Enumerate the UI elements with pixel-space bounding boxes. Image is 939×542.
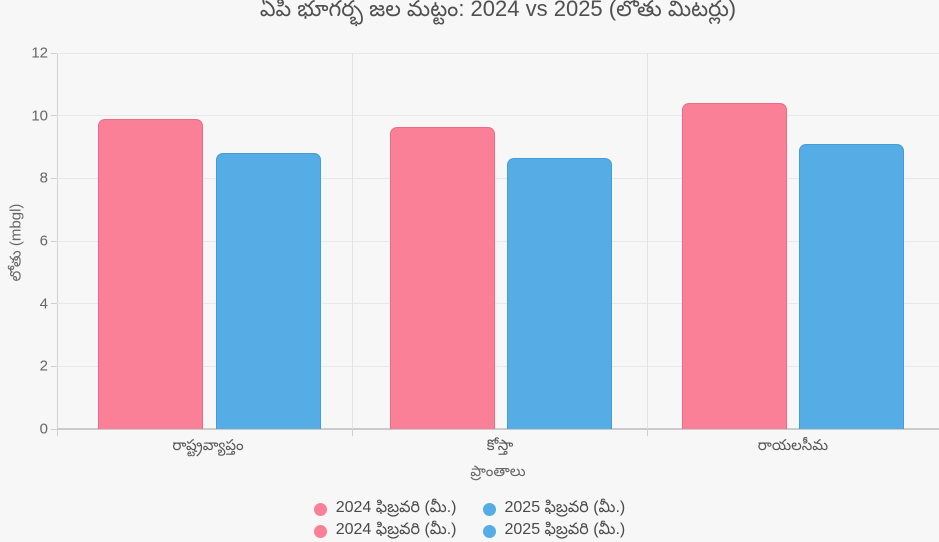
legend-swatch-icon — [482, 502, 496, 516]
h-gridline — [57, 303, 939, 305]
h-gridline — [57, 115, 939, 117]
bar-రాయలసీమ-2025[interactable] — [799, 143, 904, 429]
bar-రాష్ట్రవ్యాప్తం-2024[interactable] — [98, 118, 203, 429]
legend-label: 2025 ఫిబ్రవరి (మీ.) — [504, 499, 626, 516]
y-axis-line — [57, 53, 58, 430]
y-axis-title: లోతు (mbgl) — [7, 203, 25, 282]
x-tick — [647, 430, 648, 436]
legend-partial-clipped: 2024 ఫిబ్రవరి (మీ.) 2025 ఫిబ్రవరి (మీ.) — [0, 520, 939, 542]
bar-రాష్ట్రవ్యాప్తం-2025[interactable] — [216, 153, 321, 429]
x-tick — [57, 430, 58, 436]
x-category-label: రాష్ట్రవ్యాప్తం — [172, 437, 244, 454]
legend: 2024 ఫిబ్రవరి (మీ.) 2025 ఫిబ్రవరి (మీ.) — [0, 498, 939, 520]
legend-item[interactable]: 2024 ఫిబ్రవరి (మీ.) — [313, 520, 457, 542]
y-tick-label: 4 — [39, 295, 48, 313]
y-tick — [51, 303, 57, 305]
x-axis-line — [57, 428, 939, 430]
legend-item[interactable]: 2025 ఫిబ్రవరి (మీ.) — [482, 498, 626, 520]
legend-label: 2025 ఫిబ్రవరి (మీ.) — [504, 521, 626, 538]
v-gridline — [647, 53, 648, 429]
v-gridline — [352, 53, 353, 429]
legend-swatch-icon — [313, 524, 327, 538]
h-gridline — [57, 177, 939, 179]
y-tick-label: 10 — [31, 107, 48, 125]
y-tick-label: 2 — [39, 357, 48, 375]
y-tick — [51, 177, 57, 179]
x-category-label: రాయలసీమ — [757, 437, 829, 454]
chart-title: ఏపి భూగర్భ జల మట్టం: 2024 vs 2025 (లోతు … — [259, 0, 737, 21]
x-tick — [352, 430, 353, 436]
h-gridline — [57, 365, 939, 367]
legend-label: 2024 ఫిబ్రవరి (మీ.) — [335, 521, 457, 538]
x-axis-title: ప్రాంతాలు — [470, 463, 526, 480]
y-tick — [51, 52, 57, 54]
y-tick — [51, 365, 57, 367]
y-tick-label: 12 — [31, 44, 48, 62]
y-tick — [51, 115, 57, 117]
bar-కోస్తా-2024[interactable] — [390, 126, 495, 429]
bar-కోస్తా-2025[interactable] — [507, 157, 612, 429]
y-tick-label: 0 — [39, 420, 48, 438]
plot-area: 0 2 4 6 8 10 12 — [31, 44, 939, 438]
bar-రాయలసీమ-2024[interactable] — [682, 103, 787, 429]
legend-swatch-icon — [313, 502, 327, 516]
x-category-label: కోస్తా — [486, 437, 514, 454]
legend-item[interactable]: 2025 ఫిబ్రవరి (మీ.) — [482, 520, 626, 542]
y-tick-label: 8 — [39, 169, 48, 187]
y-tick — [51, 240, 57, 242]
h-gridline — [57, 52, 939, 54]
legend-item[interactable]: 2024 ఫిబ్రవరి (మీ.) — [313, 498, 457, 520]
y-tick-label: 6 — [39, 232, 48, 250]
legend-label: 2024 ఫిబ్రవరి (మీ.) — [335, 499, 457, 516]
legend-swatch-icon — [482, 524, 496, 538]
h-gridline — [57, 240, 939, 242]
y-tick — [51, 428, 57, 430]
